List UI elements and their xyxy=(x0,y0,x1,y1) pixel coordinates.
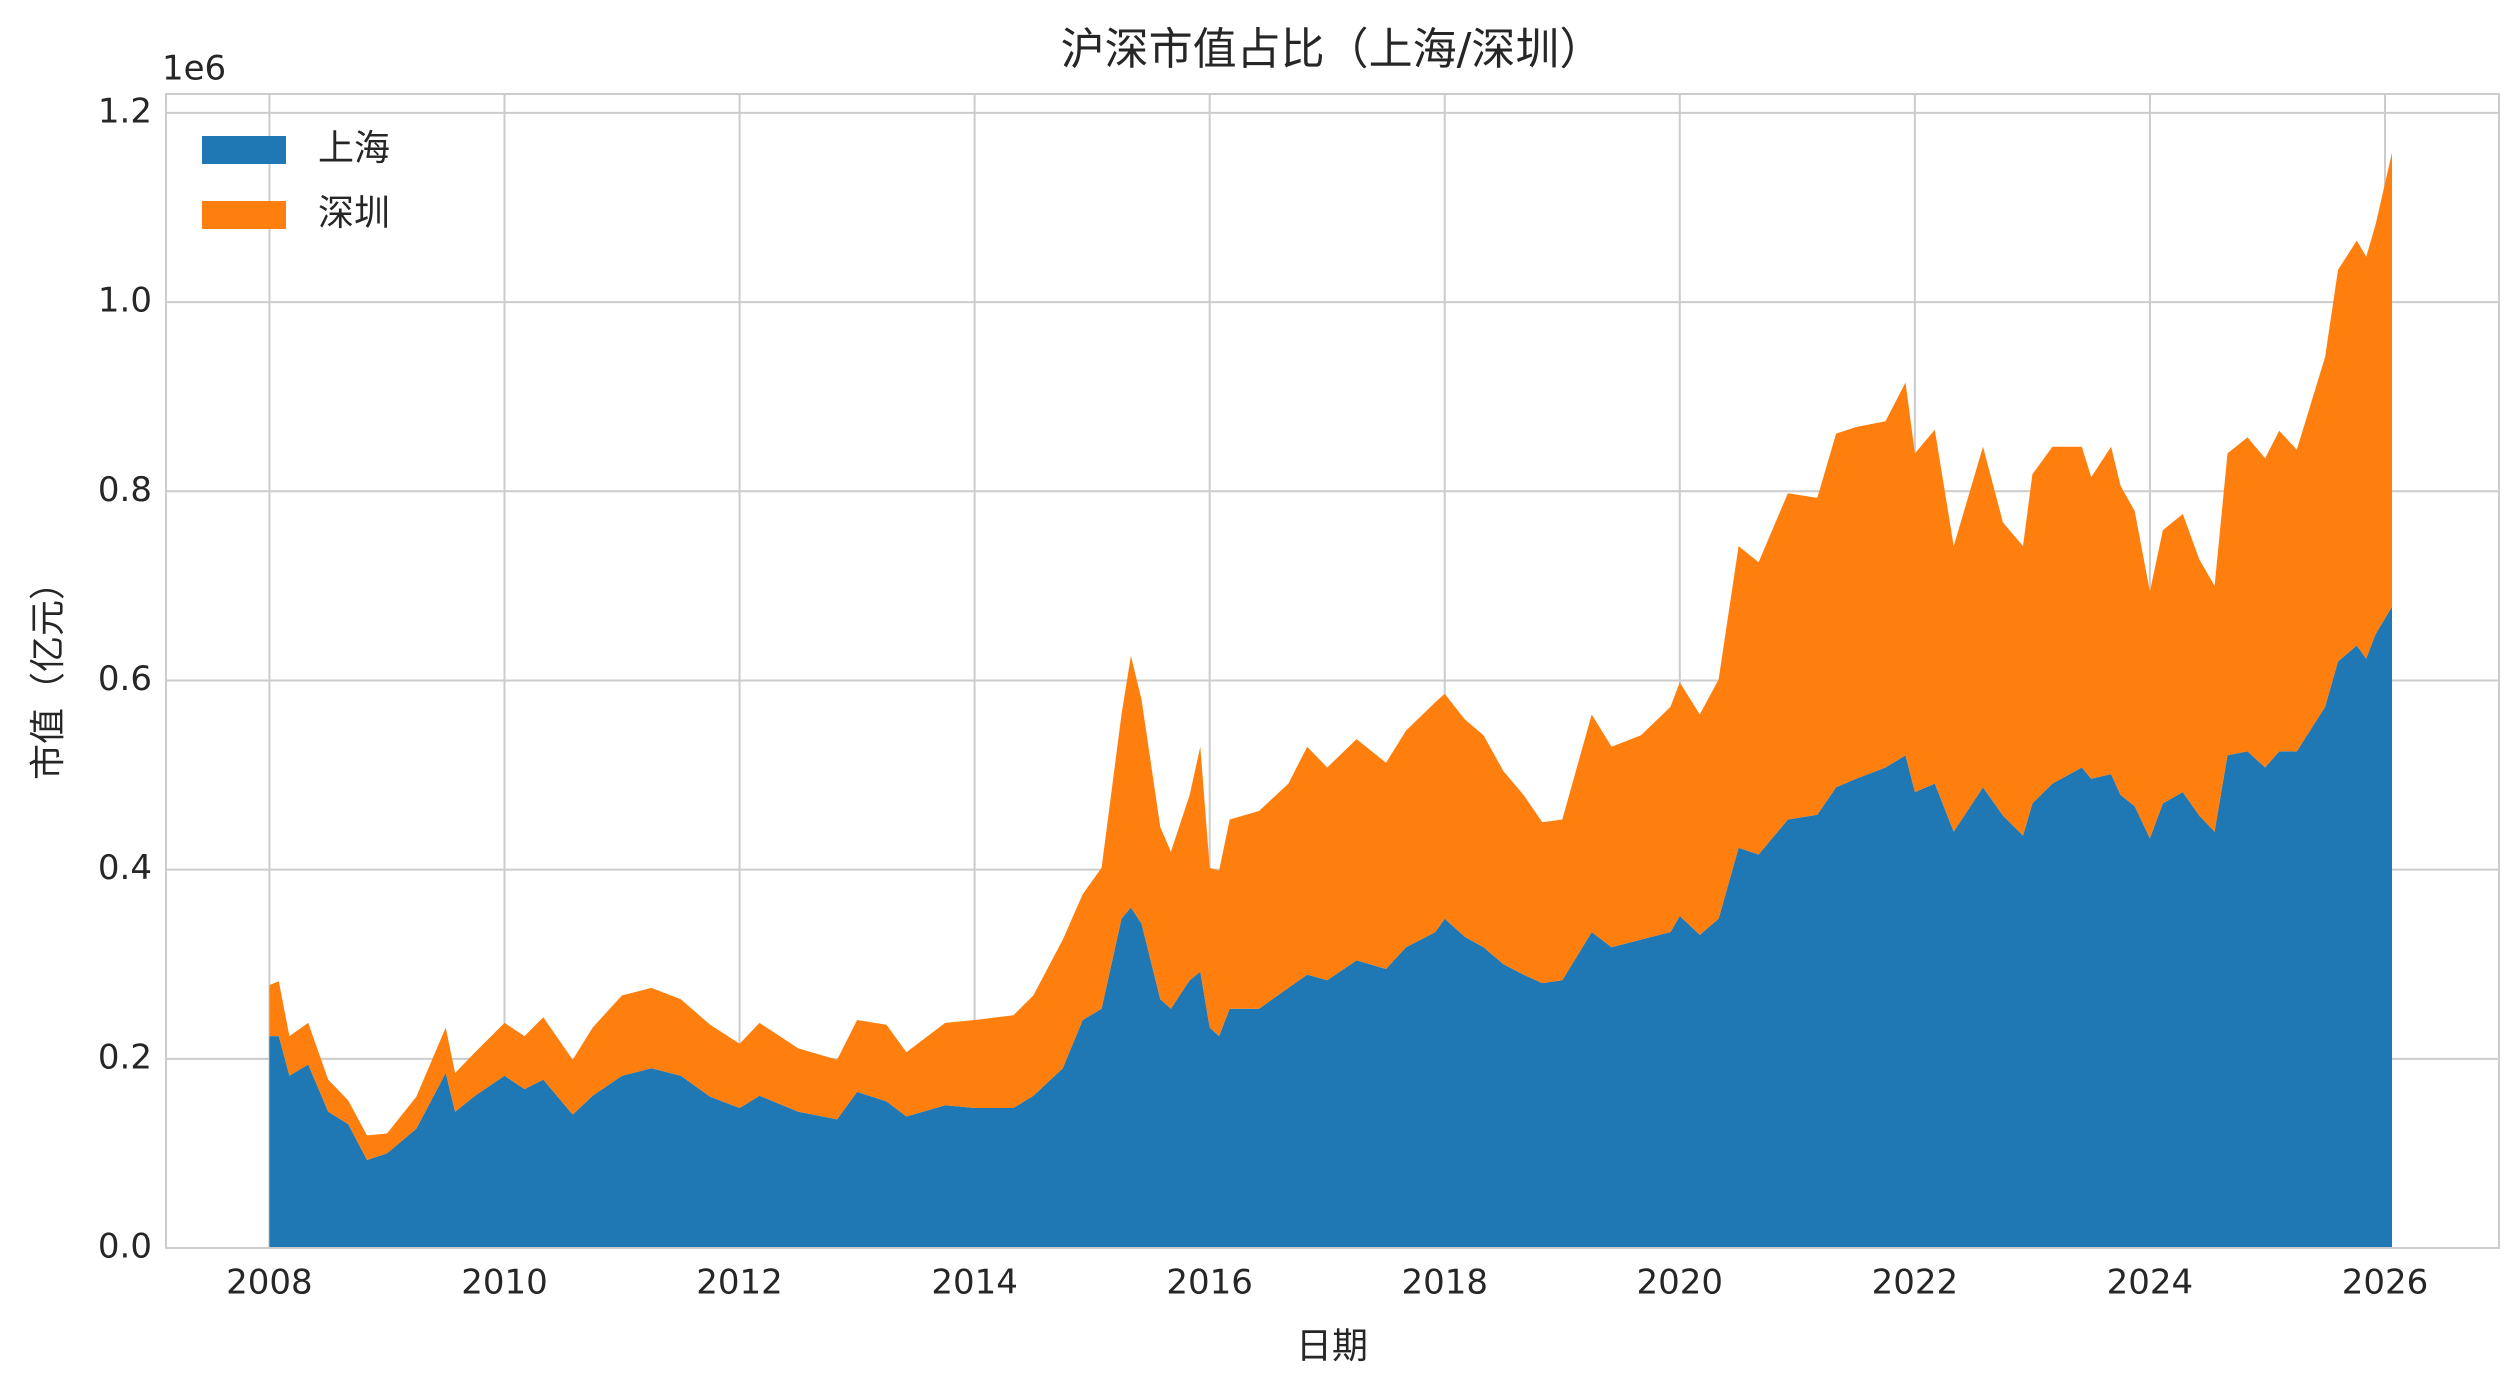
x-tick-label: 2014 xyxy=(931,1263,1018,1303)
y-offset-label: 1e6 xyxy=(162,49,226,89)
x-tick-label: 2008 xyxy=(226,1263,313,1303)
plot-frame xyxy=(165,93,2500,1249)
legend-label: 上海 xyxy=(318,128,390,169)
x-axis-label: 日期 xyxy=(1296,1326,1368,1367)
y-tick-label: 1.0 xyxy=(98,281,152,321)
x-tick-label: 2018 xyxy=(1401,1263,1488,1303)
chart-title: 沪深市值占比（上海/深圳） xyxy=(1061,24,1604,75)
x-tick-label: 2022 xyxy=(1872,1263,1959,1303)
y-axis-label: 市值（亿元） xyxy=(28,564,69,780)
x-tick-label: 2026 xyxy=(2342,1263,2429,1303)
y-tick-label: 0.2 xyxy=(98,1037,152,1077)
x-tick-label: 2024 xyxy=(2107,1263,2194,1303)
y-tick-label: 1.2 xyxy=(98,91,152,131)
x-tick-label: 2010 xyxy=(461,1263,548,1303)
x-tick-label: 2020 xyxy=(1637,1263,1724,1303)
legend-label: 深圳 xyxy=(318,193,390,234)
x-tick-label: 2016 xyxy=(1166,1263,1253,1303)
area xyxy=(269,606,2393,1248)
y-tick-label: 0.6 xyxy=(98,659,152,699)
legend-swatch xyxy=(202,201,286,229)
y-tick-label: 0.4 xyxy=(98,848,152,888)
y-tick-label: 0.8 xyxy=(98,470,152,510)
y-tick-label: 0.0 xyxy=(98,1227,152,1267)
legend-swatch xyxy=(202,136,286,164)
area xyxy=(269,152,2393,1161)
x-tick-label: 2012 xyxy=(696,1263,783,1303)
